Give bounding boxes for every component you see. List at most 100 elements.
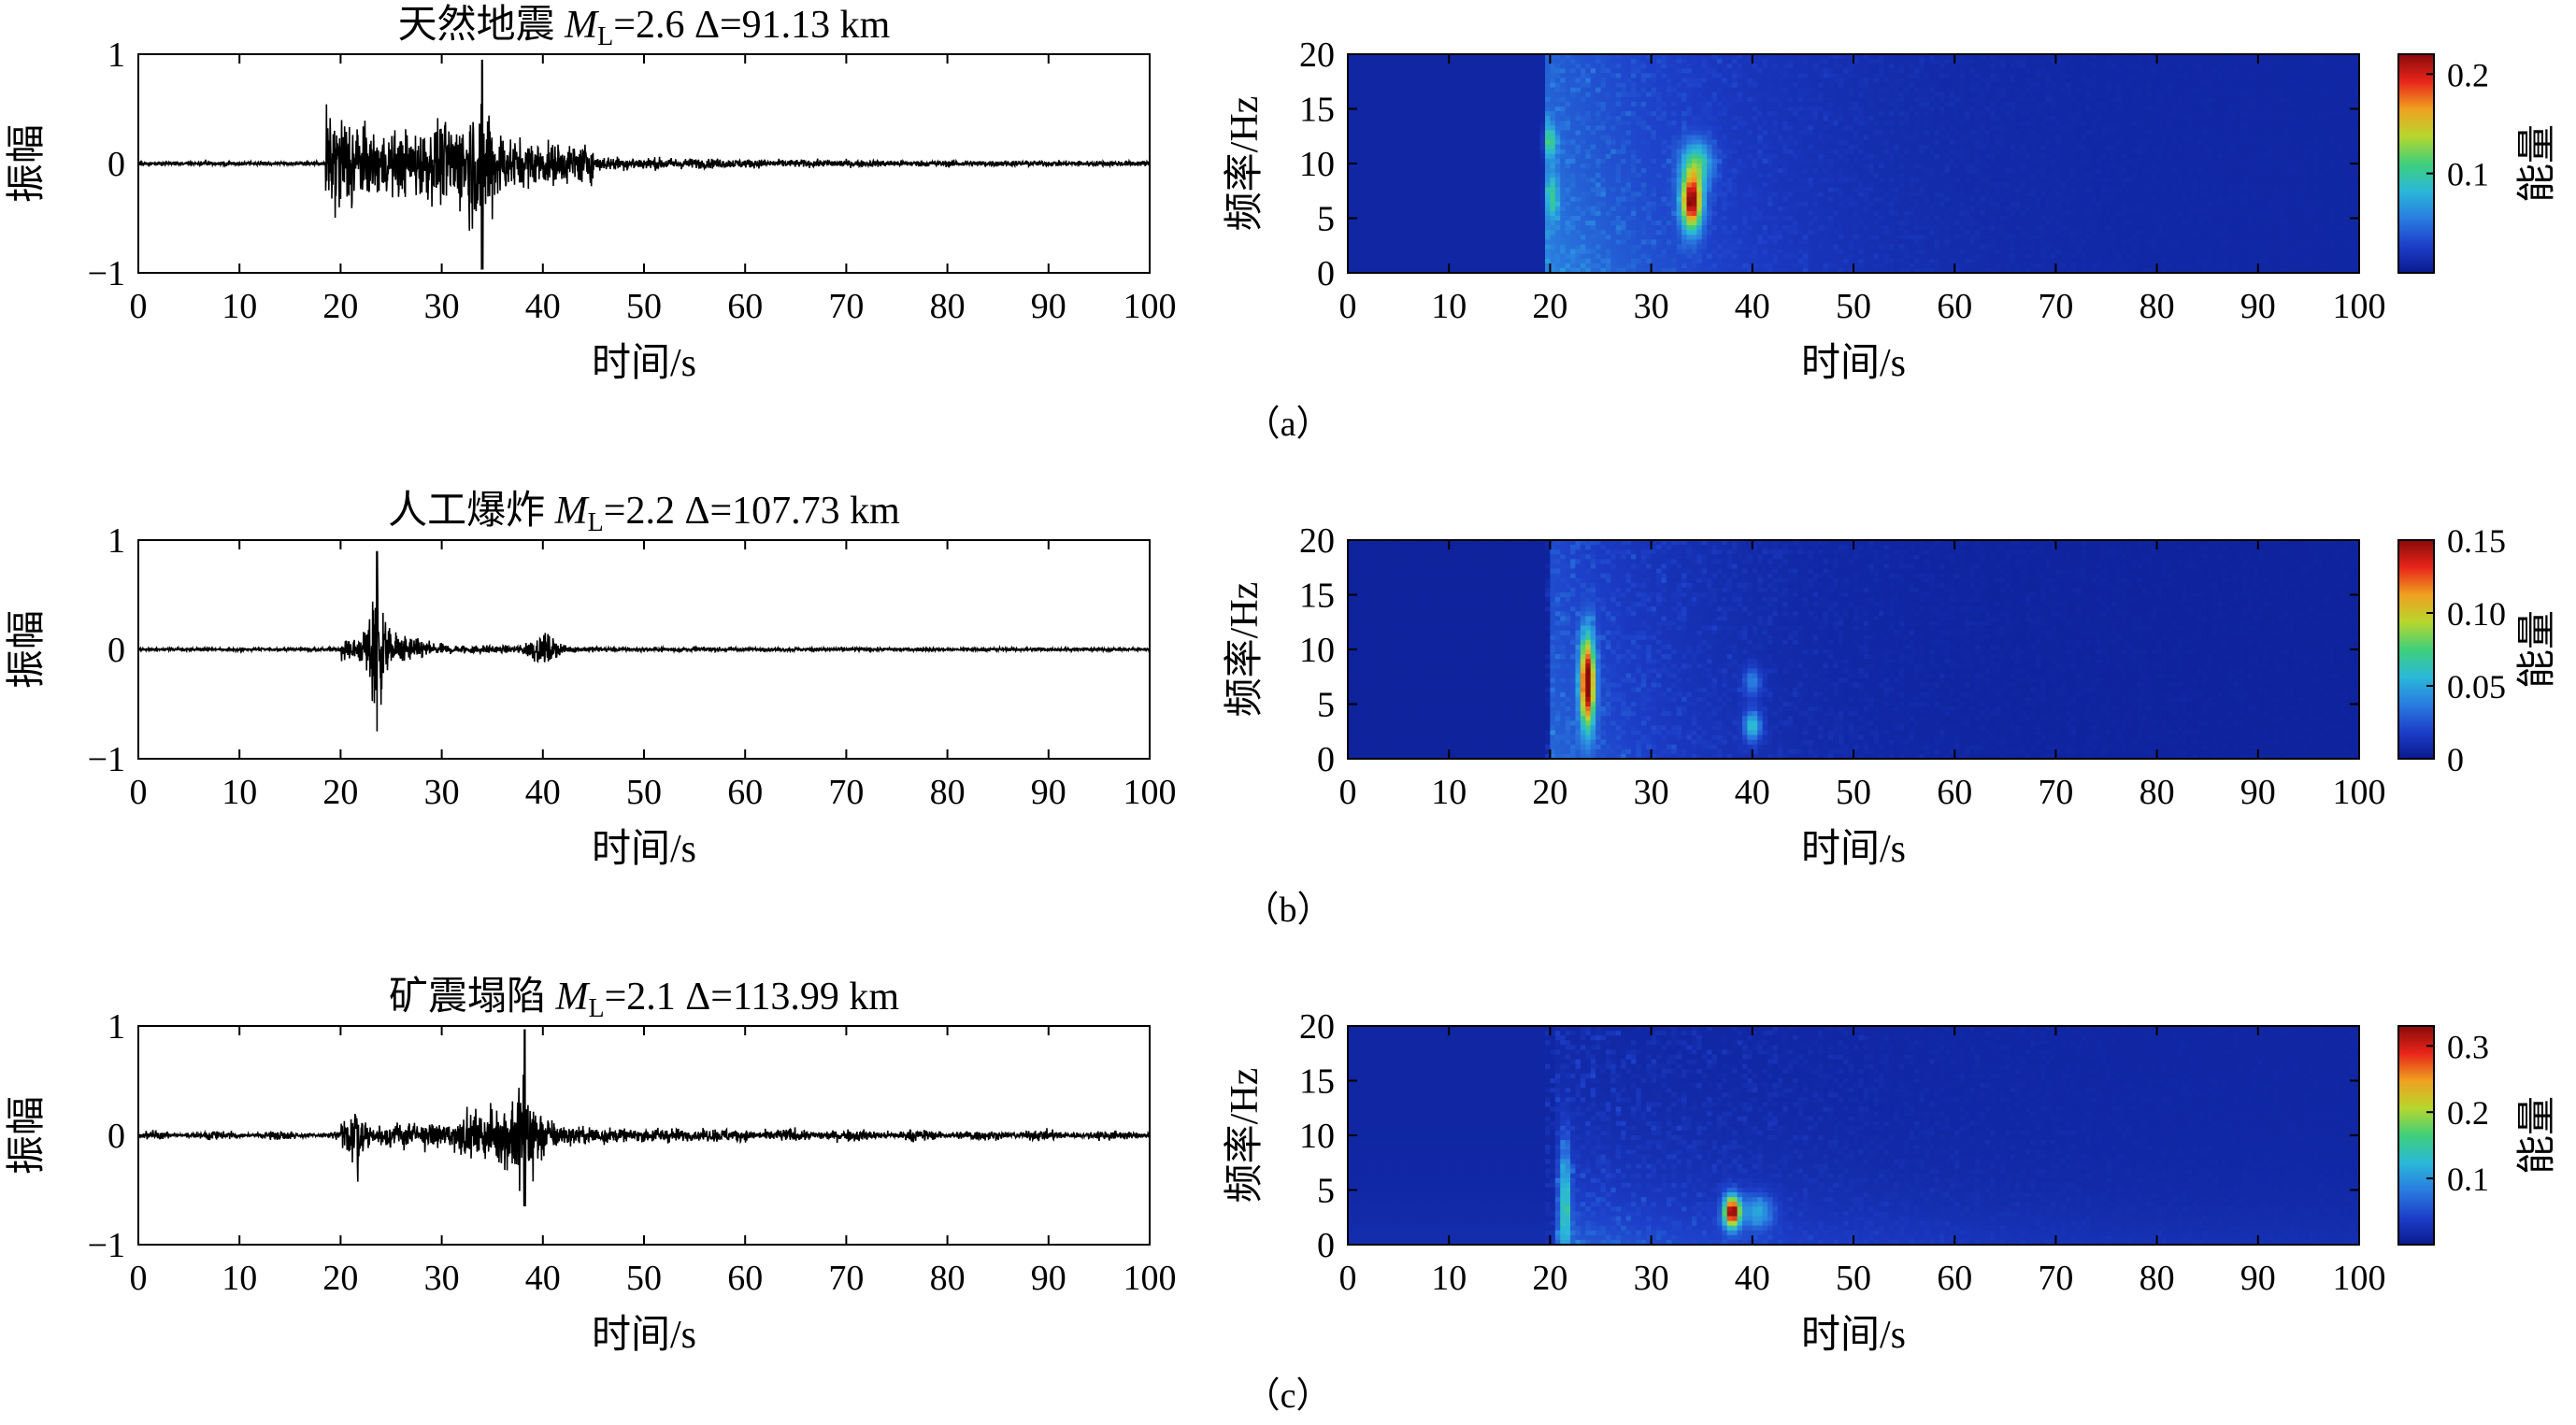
spectrogram-cell: [2136, 111, 2142, 117]
spectrogram-cell: [1686, 92, 1693, 98]
spectrogram-cell: [1539, 158, 1546, 164]
spectrogram-cell: [2055, 82, 2062, 89]
spectrogram-cell: [1565, 78, 1571, 84]
spectrogram-cell: [2202, 68, 2209, 74]
spectrogram-cell: [2040, 164, 2047, 169]
spectrogram-cell: [2308, 78, 2314, 84]
spectrogram-cell: [1701, 64, 1708, 69]
spectrogram-cell: [1373, 54, 1380, 60]
spectrogram-cell: [2328, 106, 2335, 112]
spectrogram-cell: [1787, 164, 1794, 169]
spectrogram-cell: [1873, 121, 1880, 126]
spectrogram-cell: [1544, 149, 1551, 155]
spectrogram-cell: [1529, 87, 1536, 93]
spectrogram-cell: [1707, 101, 1713, 107]
spectrogram-cell: [2293, 68, 2299, 74]
spectrogram-cell: [2162, 164, 2168, 169]
spectrogram-cell: [1357, 149, 1364, 155]
spectrogram-cell: [1550, 96, 1556, 103]
spectrogram-cell: [1570, 59, 1577, 64]
spectrogram-cell: [1873, 168, 1880, 174]
spectrogram-cell: [1449, 116, 1455, 121]
spectrogram-cell: [1904, 106, 1911, 112]
spectrogram-cell: [2121, 106, 2127, 112]
spectrogram-cell: [1808, 82, 1814, 89]
spectrogram-cell: [1585, 87, 1592, 93]
spectrogram-cell: [2303, 82, 2310, 89]
spectrogram-cell: [1348, 125, 1354, 131]
spectrogram-cell: [1408, 64, 1414, 69]
spectrogram-cell: [1388, 168, 1395, 174]
spectrogram-cell: [2116, 116, 2123, 121]
spectrogram-cell: [1782, 125, 1789, 131]
spectrogram-cell: [2187, 54, 2194, 60]
spectrogram-cell: [2318, 96, 2325, 103]
spectrogram-cell: [1965, 153, 1971, 160]
spectrogram-cell: [2096, 121, 2102, 126]
spectrogram-cell: [1812, 135, 1819, 141]
spectrogram-cell: [2354, 135, 2360, 141]
spectrogram-cell: [2005, 149, 2011, 155]
spectrogram-cell: [1707, 144, 1713, 150]
spectrogram-cell: [2096, 153, 2102, 160]
spectrogram-cell: [1398, 135, 1405, 141]
spectrogram-cell: [2222, 73, 2228, 79]
spectrogram-cell: [1367, 73, 1374, 79]
spectrogram-cell: [2268, 164, 2274, 169]
spectrogram-cell: [2247, 153, 2254, 160]
spectrogram-cell: [1640, 64, 1647, 69]
spectrogram-cell: [1818, 158, 1825, 164]
spectrogram-cell: [2045, 64, 2052, 69]
spectrogram-cell: [2081, 153, 2087, 160]
spectrogram-cell: [1453, 111, 1460, 117]
spectrogram-cell: [1999, 54, 2006, 60]
spectrogram-cell: [1585, 139, 1592, 146]
spectrogram-cell: [1393, 73, 1399, 79]
spectrogram-cell: [1888, 78, 1895, 84]
spectrogram-cell: [1560, 144, 1567, 150]
spectrogram-cell: [1853, 68, 1860, 74]
spectrogram-cell: [1382, 54, 1389, 60]
spectrogram-cell: [1676, 68, 1682, 74]
spectrogram-cell: [1554, 153, 1561, 160]
spectrogram-cell: [1696, 68, 1703, 74]
spectrogram-cell: [2066, 130, 2072, 136]
spectrogram-cell: [1418, 101, 1424, 107]
spectrogram-cell: [2096, 64, 2102, 69]
spectrogram-cell: [1510, 135, 1516, 141]
spectrogram-cell: [1554, 149, 1561, 155]
spectrogram-cell: [1348, 101, 1354, 107]
spectrogram-cell: [1428, 135, 1435, 141]
spectrogram-cell: [1418, 153, 1424, 160]
spectrogram-cell: [1959, 59, 1966, 64]
spectrogram-cell: [2101, 64, 2108, 69]
spectrogram-cell: [1363, 54, 1369, 60]
spectrogram-cell: [1393, 92, 1399, 98]
spectrogram-cell: [1519, 125, 1525, 131]
spectrogram-cell: [1894, 149, 1900, 155]
spectrogram-cell: [1605, 158, 1611, 164]
spectrogram-cell: [1656, 78, 1663, 84]
spectrogram-cell: [1398, 92, 1405, 98]
spectrogram-cell: [1575, 96, 1581, 103]
spectrogram-cell: [1995, 106, 2001, 112]
spectrogram-cell: [1802, 54, 1809, 60]
spectrogram-cell: [1625, 125, 1632, 131]
spectrogram-cell: [2212, 149, 2219, 155]
spectrogram-cell: [2162, 106, 2168, 112]
spectrogram-cell: [1904, 164, 1911, 169]
spectrogram-cell: [2192, 54, 2198, 60]
spectrogram-cell: [1848, 149, 1854, 155]
spectrogram-cell: [1418, 87, 1424, 93]
spectrogram-cell: [1459, 135, 1466, 141]
spectrogram-cell: [1716, 130, 1723, 136]
spectrogram-cell: [2177, 135, 2183, 141]
spectrogram-cell: [2136, 125, 2142, 131]
spectrogram-cell: [1999, 73, 2006, 79]
spectrogram-cell: [1468, 130, 1475, 136]
spectrogram-cell: [1580, 144, 1586, 150]
spectrogram-cell: [1539, 78, 1546, 84]
spectrogram-cell: [1984, 101, 1991, 107]
spectrogram-cell: [1726, 130, 1733, 136]
spectrogram-cell: [1707, 168, 1713, 174]
